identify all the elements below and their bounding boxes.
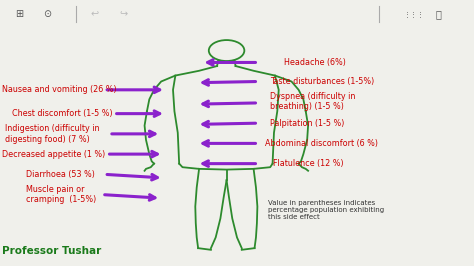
Text: Abdominal discomfort (6 %): Abdominal discomfort (6 %) xyxy=(265,139,378,148)
Text: Chest discomfort (1-5 %): Chest discomfort (1-5 %) xyxy=(12,109,112,118)
Text: Decreased appetite (1 %): Decreased appetite (1 %) xyxy=(2,149,106,159)
Text: Dyspnea (difficulty in
breathing) (1-5 %): Dyspnea (difficulty in breathing) (1-5 %… xyxy=(270,92,356,111)
Text: ⋮⋮⋮: ⋮⋮⋮ xyxy=(404,11,425,17)
Text: ↩: ↩ xyxy=(91,9,99,19)
Text: Diarrhoea (53 %): Diarrhoea (53 %) xyxy=(26,170,95,179)
Text: Headache (6%): Headache (6%) xyxy=(284,58,346,67)
Text: Indigestion (difficulty in
digesting food) (7 %): Indigestion (difficulty in digesting foo… xyxy=(5,124,99,144)
Text: ⊞: ⊞ xyxy=(15,9,23,19)
Text: Taste disturbances (1-5%): Taste disturbances (1-5%) xyxy=(270,77,374,86)
Text: ↪: ↪ xyxy=(119,9,128,19)
Text: Muscle pain or
cramping  (1-5%): Muscle pain or cramping (1-5%) xyxy=(26,185,96,204)
Text: Professor Tushar: Professor Tushar xyxy=(2,246,101,256)
Text: Nausea and vomiting (26 %): Nausea and vomiting (26 %) xyxy=(2,85,117,94)
Text: ⊙: ⊙ xyxy=(43,9,52,19)
Text: Palpitation (1-5 %): Palpitation (1-5 %) xyxy=(270,119,345,128)
Text: Flatulence (12 %): Flatulence (12 %) xyxy=(273,159,343,168)
Text: Value in parentheses indicates
percentage population exhibiting
this side effect: Value in parentheses indicates percentag… xyxy=(268,200,384,220)
Text: 🎨: 🎨 xyxy=(436,9,441,19)
